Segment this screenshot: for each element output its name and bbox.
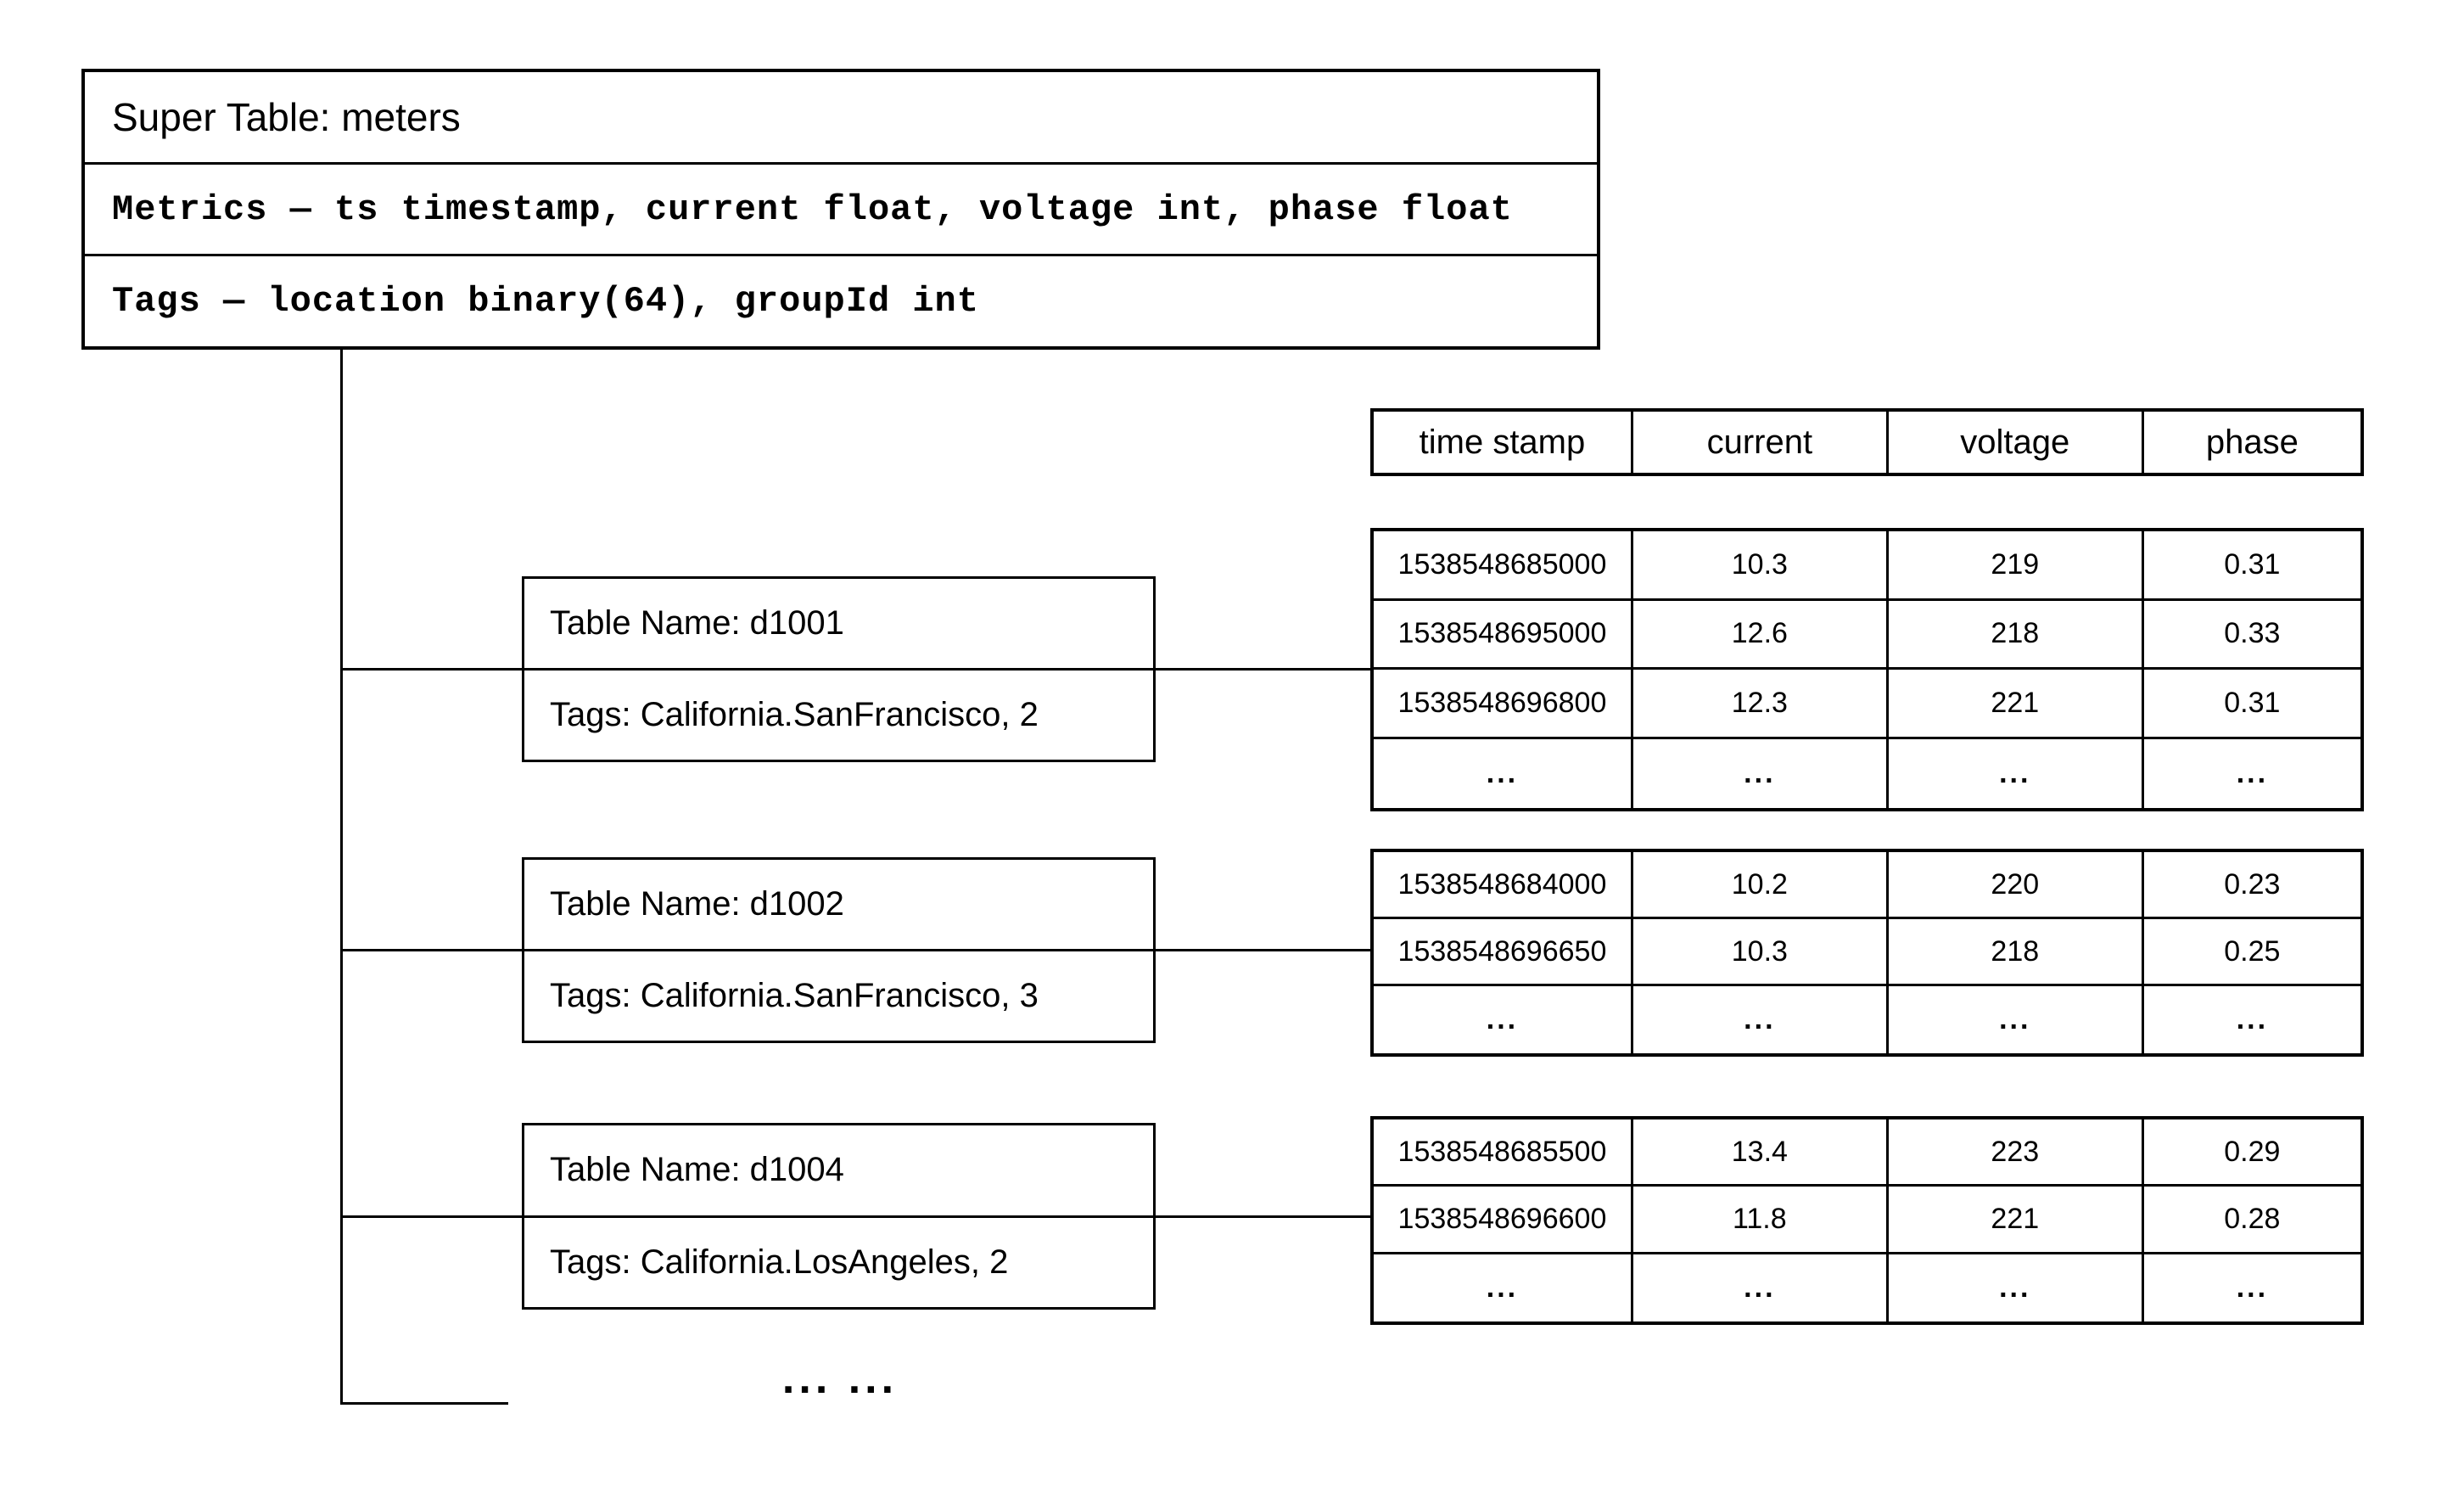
branch-line-more xyxy=(342,1402,508,1405)
table-cell: 0.33 xyxy=(2143,601,2360,670)
connector-line-d1001 xyxy=(1153,668,1370,671)
super-table-box: Super Table: meters Metrics — ts timesta… xyxy=(81,69,1600,350)
table-cell-ellipsis: ... xyxy=(1633,986,1889,1053)
column-header-row: time stamp current voltage phase xyxy=(1370,408,2364,476)
subtable-box-d1002: Table Name: d1002 Tags: California.SanFr… xyxy=(522,857,1156,1043)
subtable-tags-label: Tags: California.SanFrancisco, 2 xyxy=(550,696,1039,733)
table-cell: 12.3 xyxy=(1632,670,1889,739)
table-cell-ellipsis: ... xyxy=(2236,1271,2269,1304)
table-cell: 10.2 xyxy=(1632,852,1889,919)
table-cell-ellipsis: ... xyxy=(1374,986,1633,1053)
header-cell-phase: phase xyxy=(2205,423,2299,461)
table-cell: 1538548695000 xyxy=(1374,600,1633,670)
more-subtables-indicator: ... ... xyxy=(781,1354,899,1403)
table-cell: 0.31 xyxy=(2143,670,2360,739)
table-cell: 219 xyxy=(1888,531,2144,601)
table-cell-ellipsis: ... xyxy=(1889,738,2144,808)
subtable-box-d1004: Table Name: d1004 Tags: California.LosAn… xyxy=(522,1123,1156,1310)
table-cell: 223 xyxy=(1888,1119,2144,1187)
table-cell: 218 xyxy=(1888,919,2144,986)
table-cell: 0.31 xyxy=(2143,531,2360,601)
table-cell: 10.3 xyxy=(1632,919,1889,986)
subtable-name-label: Table Name: d1002 xyxy=(524,860,1153,951)
table-cell: 1538548696800 xyxy=(1374,670,1633,739)
table-cell: 11.8 xyxy=(1632,1187,1889,1254)
table-cell: 0.25 xyxy=(2143,919,2360,986)
connector-line-d1002 xyxy=(1153,949,1370,951)
table-cell: 0.28 xyxy=(2143,1187,2360,1254)
table-cell: 221 xyxy=(1888,670,2144,739)
data-table-d1004: 1538548685500 13.4 223 0.29 153854869660… xyxy=(1370,1116,2364,1325)
table-cell: 10.3 xyxy=(1632,531,1889,601)
table-cell: 1538548685000 xyxy=(1374,531,1633,601)
super-table-metrics-row: Metrics — ts timestamp, current float, v… xyxy=(85,165,1597,257)
table-cell: 218 xyxy=(1888,600,2144,670)
subtable-name-label: Table Name: d1001 xyxy=(524,579,1153,671)
table-cell: 1538548684000 xyxy=(1374,852,1633,919)
header-cell-voltage: voltage xyxy=(1889,412,2144,473)
table-cell: 221 xyxy=(1888,1187,2144,1254)
subtable-tags-label: Tags: California.LosAngeles, 2 xyxy=(550,1243,1009,1281)
header-cell-current: current xyxy=(1633,412,1889,473)
connector-line-d1004 xyxy=(1153,1215,1370,1218)
subtable-tags-label: Tags: California.SanFrancisco, 3 xyxy=(550,977,1039,1014)
table-cell: 13.4 xyxy=(1632,1119,1889,1187)
table-cell: 0.29 xyxy=(2143,1119,2360,1187)
table-cell-ellipsis: ... xyxy=(1633,738,1889,808)
table-cell-ellipsis: ... xyxy=(1374,738,1633,808)
table-cell-ellipsis: ... xyxy=(1633,1254,1889,1321)
table-cell-ellipsis: ... xyxy=(1889,986,2144,1053)
super-table-tags-row: Tags — location binary(64), groupId int xyxy=(112,281,979,323)
trunk-line xyxy=(340,350,343,1405)
table-cell-ellipsis: ... xyxy=(2236,1003,2269,1035)
header-cell-time-stamp: time stamp xyxy=(1374,412,1633,473)
subtable-box-d1001: Table Name: d1001 Tags: California.SanFr… xyxy=(522,576,1156,762)
table-cell: 0.23 xyxy=(2143,852,2360,919)
table-cell-ellipsis: ... xyxy=(2236,756,2269,789)
table-cell: 1538548696600 xyxy=(1374,1187,1633,1254)
branch-line-d1002 xyxy=(342,949,523,951)
table-cell-ellipsis: ... xyxy=(1889,1254,2144,1321)
subtable-name-label: Table Name: d1004 xyxy=(524,1125,1153,1218)
data-table-d1001: 1538548685000 10.3 219 0.31 153854869500… xyxy=(1370,528,2364,811)
branch-line-d1001 xyxy=(342,668,523,671)
data-table-d1002: 1538548684000 10.2 220 0.23 153854869665… xyxy=(1370,849,2364,1057)
branch-line-d1004 xyxy=(342,1215,523,1218)
table-cell: 1538548696650 xyxy=(1374,919,1633,986)
table-cell: 1538548685500 xyxy=(1374,1119,1633,1187)
super-table-title: Super Table: meters xyxy=(85,72,1597,165)
table-cell: 12.6 xyxy=(1632,600,1889,670)
table-cell: 220 xyxy=(1888,852,2144,919)
table-cell-ellipsis: ... xyxy=(1374,1254,1633,1321)
